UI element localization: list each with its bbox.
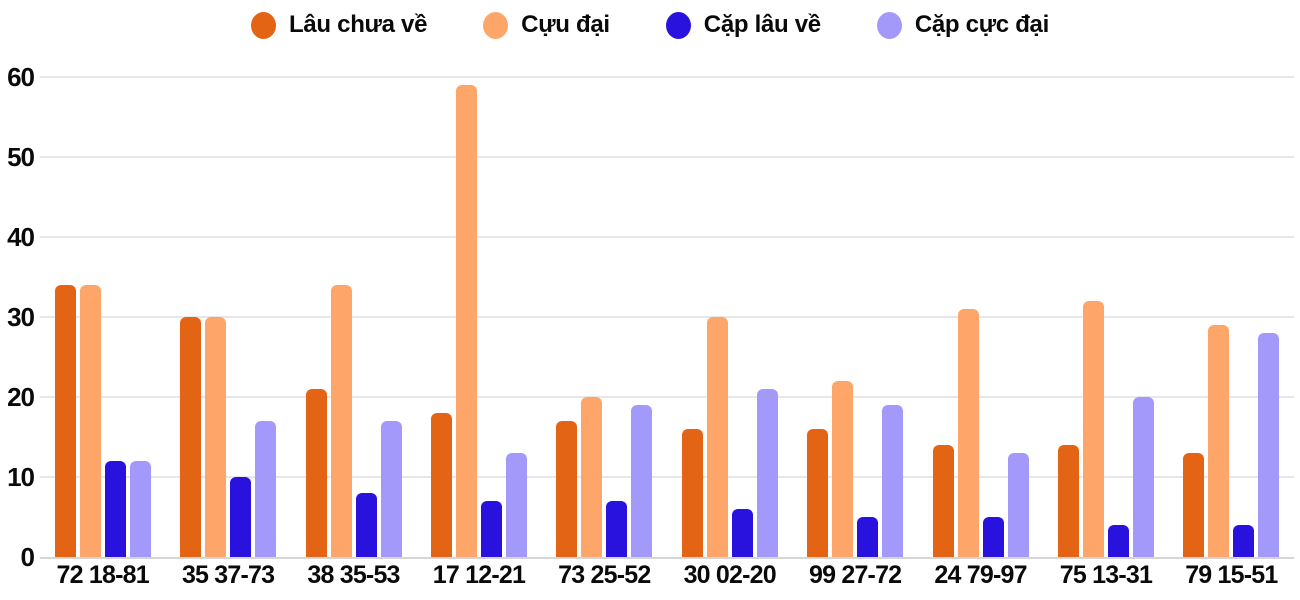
bar[interactable] [1208, 325, 1230, 557]
bar[interactable] [832, 381, 854, 557]
bar-group-7 [792, 77, 917, 557]
bar[interactable] [882, 405, 904, 557]
bar-group-6 [667, 77, 792, 557]
y-axis: 0 10 20 30 40 50 60 [0, 64, 35, 570]
bar[interactable] [430, 413, 452, 557]
bar-group-2 [165, 77, 290, 557]
bar[interactable] [129, 461, 151, 557]
bar[interactable] [756, 389, 778, 557]
gridline [40, 76, 1294, 78]
x-tick-label: 38 35-53 [307, 561, 400, 589]
bar[interactable] [1057, 445, 1079, 557]
bar-group-9 [1043, 77, 1168, 557]
bar[interactable] [857, 517, 879, 557]
y-tick-label: 0 [20, 542, 36, 572]
bar-group-3 [291, 77, 416, 557]
bar[interactable] [505, 453, 527, 557]
bar[interactable] [556, 421, 578, 557]
bar-group-4 [416, 77, 541, 557]
bar[interactable] [104, 461, 126, 557]
gridline [40, 476, 1294, 479]
bar[interactable] [1132, 397, 1154, 557]
bar[interactable] [480, 501, 502, 557]
gridline [40, 396, 1294, 399]
y-tick-label: 40 [7, 222, 35, 253]
legend-label: Cặp cực đại [914, 11, 1049, 38]
bar[interactable] [330, 285, 352, 557]
y-tick-label: 50 [7, 142, 35, 172]
y-tick-label: 10 [7, 462, 35, 493]
legend-item-1[interactable]: Lâu chưa về [251, 11, 427, 39]
bar-groups [40, 77, 1294, 557]
chart-legend: Lâu chưa về Cựu đại Cặp lâu về Cặp cực đại [0, 6, 1300, 44]
legend-label: Cựu đại [521, 11, 610, 38]
bar-group-5 [542, 77, 667, 557]
bar[interactable] [255, 421, 277, 557]
legend-circle-icon [483, 11, 509, 39]
legend-label: Lâu chưa về [289, 11, 428, 38]
x-tick-label: 73 25-52 [558, 561, 651, 589]
legend-circle-icon [876, 11, 902, 39]
x-tick-label: 79 15-51 [1185, 561, 1278, 589]
bar[interactable] [606, 501, 628, 557]
bar[interactable] [180, 317, 202, 557]
bar[interactable] [355, 493, 377, 557]
x-tick-label: 72 18-81 [56, 561, 150, 589]
x-tick-label: 30 02-20 [683, 561, 777, 589]
bar-group-8 [918, 77, 1043, 557]
gridline [40, 316, 1294, 318]
legend-label: Cặp lâu về [703, 11, 821, 38]
bar[interactable] [1233, 525, 1255, 557]
legend-circle-icon [251, 11, 277, 39]
bar-group-10 [1169, 77, 1294, 557]
y-tick-label: 60 [7, 62, 35, 92]
plot-area [40, 76, 1294, 559]
legend-item-4[interactable]: Cặp cực đại [876, 11, 1049, 39]
bar[interactable] [1183, 453, 1205, 557]
bar[interactable] [1007, 453, 1029, 557]
bar[interactable] [681, 429, 703, 557]
bar-group-1 [40, 77, 165, 557]
bar[interactable] [581, 397, 603, 557]
bar[interactable] [706, 317, 728, 557]
bar[interactable] [631, 405, 653, 557]
bar[interactable] [932, 445, 954, 557]
bar[interactable] [305, 389, 327, 557]
x-tick-label: 75 13-31 [1059, 561, 1153, 589]
bar[interactable] [79, 285, 101, 557]
bar[interactable] [982, 517, 1004, 557]
bar[interactable] [1107, 525, 1129, 557]
x-tick-label: 17 12-21 [432, 561, 526, 589]
bar[interactable] [1082, 301, 1104, 557]
y-tick-label: 30 [7, 302, 35, 332]
legend-item-2[interactable]: Cựu đại [483, 11, 610, 39]
gridline [40, 236, 1294, 239]
bar[interactable] [380, 421, 402, 557]
y-tick-label: 20 [7, 382, 35, 413]
x-tick-label: 99 27-72 [808, 561, 902, 589]
x-tick-label: 35 37-73 [181, 561, 275, 589]
bar[interactable] [731, 509, 753, 557]
bar[interactable] [54, 285, 76, 557]
bar[interactable] [455, 85, 477, 557]
bar[interactable] [230, 477, 252, 557]
bar[interactable] [957, 309, 979, 557]
legend-circle-icon [665, 11, 691, 39]
bar[interactable] [807, 429, 829, 557]
x-axis: 72 18-81 35 37-73 38 35-53 17 12-21 73 25-52… [40, 561, 1294, 590]
bar[interactable] [205, 317, 227, 557]
bar[interactable] [1258, 333, 1280, 557]
gridline [40, 156, 1294, 158]
x-tick-label: 24 79-97 [934, 561, 1027, 589]
legend-item-3[interactable]: Cặp lâu về [665, 11, 821, 39]
